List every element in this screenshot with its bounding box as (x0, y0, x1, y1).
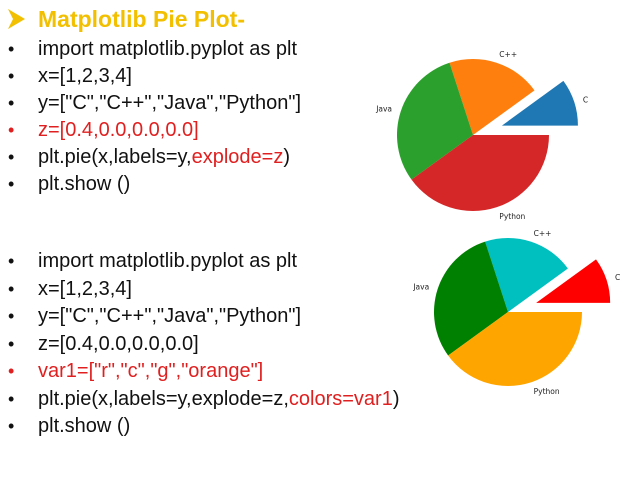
code-line: • x=[1,2,3,4] (8, 63, 132, 90)
bullet-icon: • (8, 93, 15, 113)
pie-label: C++ (499, 50, 517, 59)
pie-label: Python (499, 212, 525, 221)
code-line: • plt.pie(x,labels=y, explode=z) (8, 144, 290, 171)
pie-slice-cpp (449, 59, 535, 136)
code-text: x=[1,2,3,4] (38, 65, 132, 87)
pie-slice-python (448, 312, 582, 386)
pie-slice-cpp (485, 238, 568, 312)
arrow-bullet-icon (8, 9, 25, 29)
code-text: z=[0.4,0.0,0.0,0.0] (38, 332, 199, 355)
pie-label: Python (534, 387, 560, 396)
code-line: • var1=["r","c","g","orange"] (8, 358, 263, 385)
pie-label: C (615, 273, 620, 282)
code-text: y=["C","C++","Java","Python"] (38, 305, 302, 327)
bullet-icon: • (8, 333, 15, 354)
pie-slice-python (411, 135, 549, 211)
pie-slice-c (536, 259, 611, 303)
code-text: plt.show () (38, 415, 131, 437)
bullet-icon: • (8, 120, 15, 140)
pie-label: Java (412, 282, 429, 291)
code-text: 0.4 (65, 119, 94, 141)
code-text: plt.show () (38, 173, 131, 195)
bullet-icon: • (8, 306, 15, 326)
bullet-icon: • (8, 66, 15, 86)
code-line: • plt.show () (8, 413, 130, 440)
pie-slice-java (397, 62, 473, 180)
code-text: import matplotlib.pyplot as plt (38, 250, 298, 272)
code-line: • import matplotlib.pyplot as plt (8, 248, 297, 275)
code-line: • plt.show () (8, 171, 130, 198)
code-text: ) (283, 146, 291, 168)
pie-label: C++ (534, 229, 552, 238)
code-line: • y=["C","C++","Java","Python"] (8, 303, 301, 330)
code-text: x=[1,2,3,4] (38, 277, 132, 300)
pie-label: C (583, 95, 588, 104)
pie-label: Java (375, 105, 392, 114)
code-text: explode=z (191, 146, 284, 168)
code-text: ) (392, 387, 400, 410)
slide-title-text: Matplotlib Pie Plot- (38, 5, 245, 32)
code-text: var1=["r","c","g","orange"] (38, 360, 264, 382)
bullet-icon: • (8, 147, 15, 167)
code-text: import matplotlib.pyplot as plt (38, 38, 298, 60)
code-text: plt.pie(x,labels=y, (38, 146, 192, 168)
code-line: • import matplotlib.pyplot as plt (8, 36, 297, 63)
bullet-icon: • (8, 278, 15, 299)
bullet-icon: • (8, 174, 15, 194)
code-text: y=["C","C++","Java","Python"] (38, 92, 302, 114)
bullet-icon: • (8, 361, 15, 381)
code-text: z=[ (38, 119, 66, 141)
pie-slice-c (501, 80, 578, 126)
slide-title: Matplotlib Pie Plot- (6, 2, 245, 36)
code-line: • z=[0.4,0.0,0.0,0.0] (8, 117, 199, 144)
code-line: • plt.pie(x,labels=y,explode=z, colors=var… (8, 386, 400, 413)
code-text: plt.pie(x,labels=y,explode=z, (38, 387, 289, 410)
code-text: ,0.0,0.0,0.0] (93, 119, 199, 141)
bullet-icon: • (8, 251, 15, 271)
bullet-icon: • (8, 388, 15, 409)
code-text: colors=var1 (288, 387, 393, 410)
code-line: • x=[1,2,3,4] (8, 276, 132, 303)
code-line: • z=[0.4,0.0,0.0,0.0] (8, 331, 199, 358)
pie-slice-java (433, 241, 508, 356)
bullet-icon: • (8, 416, 15, 436)
code-line: • y=["C","C++","Java","Python"] (8, 90, 301, 117)
bullet-icon: • (8, 39, 15, 59)
